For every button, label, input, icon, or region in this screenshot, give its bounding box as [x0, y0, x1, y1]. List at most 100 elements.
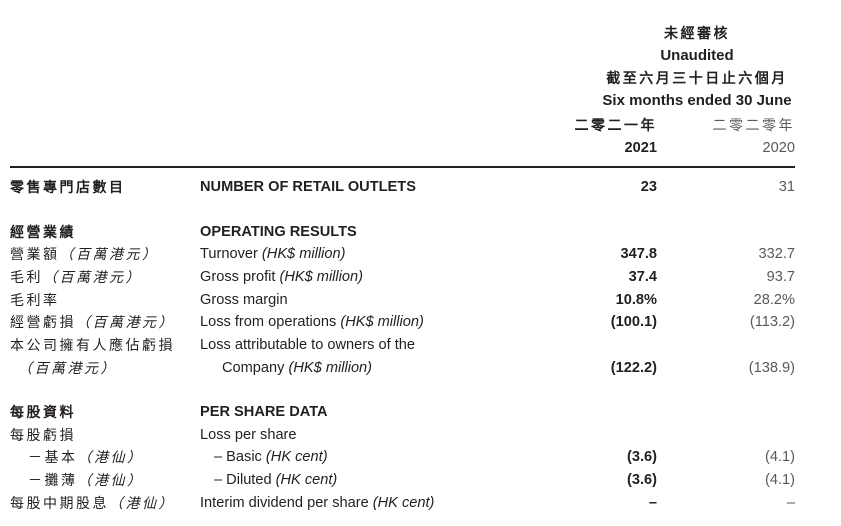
row-label-zh-text: －基本	[28, 449, 78, 466]
column-header-2020-zh: 二零二零年	[712, 117, 795, 133]
row-label-en-text: – Diluted	[214, 471, 276, 488]
row-label-en-text: NUMBER OF RETAIL OUTLETS	[200, 179, 416, 196]
year-header-row-num: 2021 2020	[10, 137, 795, 160]
value-2020: (138.9)	[748, 359, 795, 376]
row-label-zh-unit: （百萬港元）	[18, 359, 117, 376]
value-2021: 347.8	[620, 246, 657, 263]
column-header-2021-zh: 二零二一年	[574, 117, 657, 133]
row-label-en: – Diluted (HK cent)	[200, 470, 500, 493]
row-label-en-text: Loss attributable to owners of the	[200, 336, 415, 353]
value-2020: 332.7	[758, 246, 795, 263]
row-label-en: Company (HK$ million)	[200, 358, 500, 381]
row-label-en: Loss from operations (HK$ million)	[200, 312, 500, 335]
table-row: 每股資料 PER SHARE DATA	[10, 402, 795, 425]
value-2021: (3.6)	[626, 449, 657, 466]
table-row: （百萬港元） Company (HK$ million) (122.2) (138.9…	[10, 358, 795, 381]
value-2020: (4.1)	[764, 449, 795, 466]
page-content: 未經審核 Unaudited 截至六月三十日止六個月 Six months en…	[10, 0, 795, 515]
row-label-en-unit: (HK$ million)	[279, 269, 364, 286]
row-label-en-text: PER SHARE DATA	[200, 403, 328, 420]
row-label-zh: 經營業績	[10, 222, 200, 245]
row-label-en: OPERATING RESULTS	[200, 222, 500, 245]
table-row: 經營虧損（百萬港元） Loss from operations (HK$ mill…	[10, 312, 795, 335]
value-2020: 28.2%	[753, 291, 795, 308]
row-label-zh: 每股虧損	[10, 425, 200, 448]
table-header: 未經審核 Unaudited 截至六月三十日止六個月 Six months en…	[10, 0, 796, 160]
row-label-zh: －基本（港仙）	[10, 447, 200, 470]
row-label-en: Loss attributable to owners of the	[200, 335, 500, 358]
row-label-zh: 經營虧損（百萬港元）	[10, 312, 200, 335]
row-label-en-unit: (HK$ million)	[340, 314, 424, 331]
period-label-en: Six months ended 30 June	[602, 92, 792, 110]
value-2021: (3.6)	[626, 471, 657, 488]
value-2020: (113.2)	[749, 314, 795, 331]
row-label-zh-text: 營業額	[10, 246, 60, 263]
value-2021: –	[648, 494, 657, 511]
value-2021: 23	[640, 179, 657, 196]
row-label-zh: 零售專門店數目	[10, 177, 200, 200]
period-label-zh: 截至六月三十日止六個月	[606, 70, 788, 87]
row-label-zh: 營業額（百萬港元）	[10, 244, 200, 267]
row-label-en-text: OPERATING RESULTS	[200, 223, 357, 240]
table-row: 營業額（百萬港元） Turnover (HK$ million) 347.8 332.…	[10, 244, 795, 267]
table-row: 每股虧損 Loss per share	[10, 425, 795, 448]
value-2021	[500, 425, 657, 448]
value-2021: (100.1)	[610, 314, 657, 331]
unaudited-label-en: Unaudited	[660, 46, 734, 64]
row-label-zh: 毛利率	[10, 290, 200, 313]
value-2021: 10.8%	[615, 291, 657, 308]
row-label-zh-text: 零售專門店數目	[10, 179, 126, 196]
row-label-zh-unit: （百萬港元）	[59, 246, 159, 263]
table-spacer-row	[10, 200, 795, 222]
row-label-zh-text: 每股中期股息	[10, 494, 109, 511]
row-label-zh-text: 經營虧損	[10, 314, 76, 331]
row-label-en: Loss per share	[200, 425, 500, 448]
row-label-zh-unit: （港仙）	[77, 471, 144, 488]
row-label-en-unit: (HK cent)	[372, 494, 435, 511]
row-label-zh: （百萬港元）	[10, 358, 200, 381]
value-2020	[657, 402, 795, 425]
column-header-2020: 2020	[762, 139, 795, 156]
value-2021	[500, 335, 657, 358]
row-label-en-text: – Basic	[214, 449, 266, 466]
row-label-en-text: Interim dividend per share	[200, 494, 373, 511]
row-label-zh-unit: （百萬港元）	[43, 269, 142, 286]
row-label-zh-text: 每股資料	[10, 403, 76, 420]
value-2021	[500, 402, 657, 425]
table-row: 本公司擁有人應佔虧損 Loss attributable to owners of…	[10, 335, 795, 358]
row-label-en: Interim dividend per share (HK cent)	[200, 493, 500, 516]
row-label-en: Turnover (HK$ million)	[200, 244, 500, 267]
table-row: 每股中期股息（港仙） Interim dividend per share (HK…	[10, 493, 795, 516]
value-2021: (122.2)	[610, 359, 657, 376]
row-label-en: Gross margin	[200, 290, 500, 313]
row-label-en-text: Company	[222, 359, 289, 376]
row-label-en: – Basic (HK cent)	[200, 447, 500, 470]
row-label-zh-text: 毛利率	[10, 291, 60, 308]
row-label-en-unit: (HK$ million)	[261, 246, 346, 263]
table-row: －攤薄（港仙） – Diluted (HK cent) (3.6) (4.1)	[10, 470, 795, 493]
row-label-zh-text: 本公司擁有人應佔虧損	[10, 336, 175, 353]
row-label-en-text: Loss from operations	[200, 314, 341, 331]
table-row: 毛利（百萬港元） Gross profit (HK$ million) 37.4 93…	[10, 267, 795, 290]
row-label-en-text: Gross margin	[200, 291, 288, 308]
unaudited-label-zh: 未經審核	[664, 25, 730, 41]
row-label-en-unit: (HK cent)	[265, 449, 328, 466]
row-label-zh: 每股中期股息（港仙）	[10, 493, 200, 516]
row-label-zh-unit: （百萬港元）	[76, 314, 175, 331]
row-label-zh-text: －攤薄	[28, 471, 78, 488]
header-period-block: 未經審核 Unaudited 截至六月三十日止六個月 Six months en…	[552, 22, 841, 113]
row-label-en: Gross profit (HK$ million)	[200, 267, 500, 290]
row-label-zh: 毛利（百萬港元）	[10, 267, 200, 290]
value-2021	[500, 222, 657, 245]
financial-highlights-table: 零售專門店數目 NUMBER OF RETAIL OUTLETS 23 31 經營業績 O…	[10, 177, 795, 515]
row-label-en: NUMBER OF RETAIL OUTLETS	[200, 177, 500, 200]
row-label-en-text: Loss per share	[200, 426, 297, 443]
row-label-zh-text: 每股虧損	[10, 426, 76, 443]
value-2020	[657, 425, 795, 448]
table-row: 經營業績 OPERATING RESULTS	[10, 222, 795, 245]
row-label-en-unit: (HK cent)	[275, 471, 338, 488]
row-label-zh-text: 毛利	[10, 269, 43, 286]
value-2021: 37.4	[628, 269, 657, 286]
row-label-zh-text: 經營業績	[10, 223, 76, 240]
